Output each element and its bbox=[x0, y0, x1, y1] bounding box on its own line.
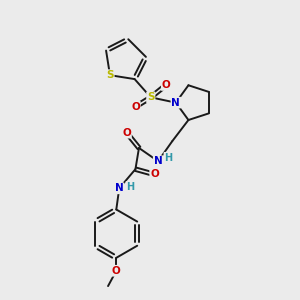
Text: O: O bbox=[131, 102, 140, 112]
Text: H: H bbox=[164, 153, 172, 163]
Text: O: O bbox=[162, 80, 170, 90]
Text: N: N bbox=[154, 156, 163, 166]
Text: O: O bbox=[122, 128, 131, 138]
Text: N: N bbox=[115, 183, 124, 193]
Text: N: N bbox=[171, 98, 180, 108]
Text: S: S bbox=[106, 70, 114, 80]
Text: O: O bbox=[112, 266, 121, 276]
Text: O: O bbox=[150, 169, 159, 179]
Text: S: S bbox=[147, 92, 154, 102]
Text: H: H bbox=[126, 182, 134, 192]
